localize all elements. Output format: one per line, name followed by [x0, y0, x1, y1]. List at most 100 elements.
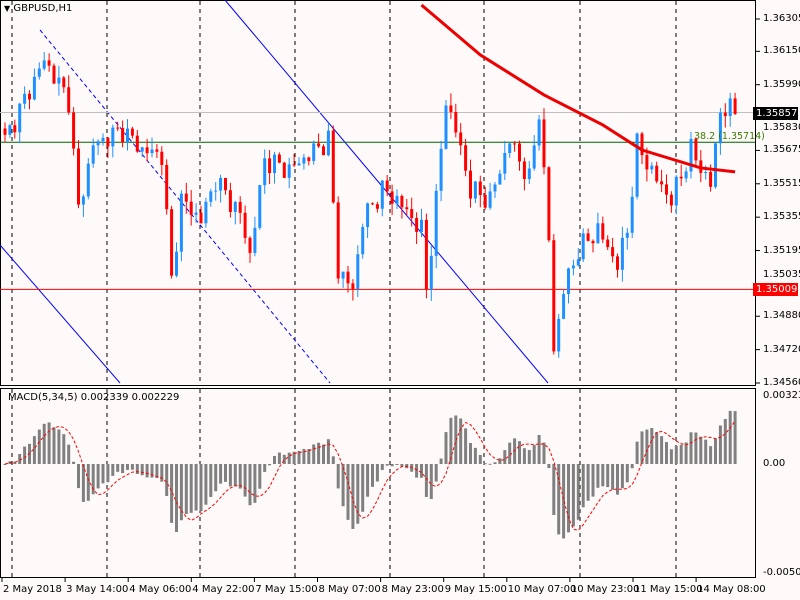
- macd-histogram-bar: [302, 448, 306, 464]
- macd-histogram-bar: [532, 445, 536, 464]
- candle-bear: [616, 256, 619, 270]
- macd-histogram-bar: [714, 438, 717, 464]
- candle-bear: [655, 165, 659, 182]
- candle-bull: [508, 143, 512, 154]
- candle-bear: [483, 195, 487, 208]
- candle-bull: [194, 212, 198, 215]
- candle-bull: [488, 191, 492, 208]
- macd-histogram-bar: [503, 450, 507, 464]
- macd-histogram-bar: [620, 464, 624, 489]
- macd-histogram-bar: [420, 464, 423, 478]
- candle-bear: [165, 164, 169, 210]
- candle-bull: [532, 145, 536, 169]
- candle-bear: [469, 170, 472, 199]
- candle-bear: [351, 283, 355, 289]
- candle-bear: [518, 143, 521, 162]
- macd-histogram-bar: [184, 464, 188, 515]
- candle-bear: [478, 181, 482, 196]
- time-axis-label: 2 May 2018: [3, 584, 62, 595]
- macd-histogram-bar: [709, 446, 713, 464]
- macd-histogram-bar: [140, 464, 144, 476]
- macd-histogram-bar: [380, 464, 384, 470]
- candle-bull: [214, 190, 218, 192]
- candle-bull: [140, 147, 144, 152]
- candle-bull: [8, 125, 12, 135]
- candle-bear: [317, 143, 321, 147]
- macd-histogram-bar: [238, 464, 242, 489]
- candle-bull: [263, 158, 267, 186]
- candle-bear: [322, 146, 325, 156]
- main-panel-frame: [0, 0, 756, 386]
- macd-histogram-bar: [175, 464, 178, 533]
- candle-bull: [596, 223, 600, 244]
- candle-bull: [258, 185, 262, 228]
- candle-bull: [18, 103, 22, 133]
- candle-bull: [126, 128, 129, 143]
- candle-bull: [356, 254, 360, 289]
- candle-bull: [312, 143, 316, 161]
- candle-bear: [77, 148, 80, 205]
- candle-bull: [253, 227, 257, 253]
- candle-bull: [650, 165, 654, 170]
- time-axis-label: 9 May 15:00: [444, 584, 507, 595]
- macd-histogram-bar: [67, 444, 71, 464]
- macd-histogram-bar: [371, 464, 374, 487]
- candle-bear: [371, 203, 374, 205]
- time-axis-label: 8 May 07:00: [318, 584, 381, 595]
- macd-histogram-bar: [326, 439, 330, 464]
- candle-bull: [620, 237, 624, 270]
- candle-bull: [567, 268, 570, 295]
- macd-histogram-bar: [116, 464, 120, 472]
- macd-histogram-bar: [439, 458, 443, 464]
- macd-panel-frame: [0, 388, 756, 578]
- macd-histogram-bar: [630, 464, 634, 469]
- candle-bull: [537, 119, 541, 146]
- candle-bear: [586, 233, 590, 241]
- macd-histogram-bar: [209, 464, 213, 497]
- macd-histogram-bar: [248, 464, 252, 506]
- candle-bear: [52, 65, 56, 84]
- macd-histogram-bar: [219, 464, 223, 484]
- candle-bear: [522, 161, 526, 180]
- candle-bear: [238, 201, 242, 213]
- candle-bull: [57, 77, 61, 84]
- candle-bear: [547, 167, 551, 241]
- macd-histogram-bar: [606, 464, 610, 488]
- macd-histogram-bar: [493, 462, 497, 464]
- candle-bull: [37, 68, 41, 77]
- macd-histogram-bar: [253, 464, 257, 503]
- macd-histogram-bar: [361, 464, 365, 512]
- dropdown-triangle-icon[interactable]: ▼: [4, 4, 11, 13]
- macd-histogram-bar: [679, 444, 683, 464]
- trend-line: [0, 244, 121, 384]
- macd-histogram-bar: [297, 450, 301, 464]
- macd-axis-label: 0.00: [763, 458, 786, 469]
- candle-bull: [395, 195, 399, 204]
- macd-histogram-bar: [273, 455, 276, 464]
- candle-bear: [669, 194, 673, 206]
- macd-histogram-bar: [135, 464, 139, 474]
- candle-bear: [542, 119, 546, 168]
- candle-bear: [3, 128, 7, 135]
- candle-bull: [625, 232, 629, 238]
- macd-histogram-bar: [106, 464, 110, 483]
- macd-histogram-bar: [18, 453, 22, 464]
- macd-histogram-bar: [194, 464, 198, 511]
- candle-bear: [62, 77, 66, 88]
- price-axis-label: 1.35515: [763, 177, 800, 189]
- candle-bull: [175, 251, 178, 276]
- macd-histogram-bar: [233, 464, 237, 487]
- macd-histogram-bar: [91, 464, 95, 495]
- macd-histogram-bar: [86, 464, 90, 501]
- candle-bear: [552, 240, 556, 352]
- time-axis-label: 10 May 07:00: [507, 584, 577, 595]
- candle-bull: [179, 193, 183, 252]
- macd-histogram-bar: [331, 456, 335, 464]
- macd-histogram-bar: [665, 442, 668, 464]
- time-axis-label: 11 May 15:00: [634, 584, 703, 595]
- candle-bull: [204, 201, 208, 224]
- candle-bear: [160, 151, 164, 165]
- candle-bull: [635, 133, 639, 197]
